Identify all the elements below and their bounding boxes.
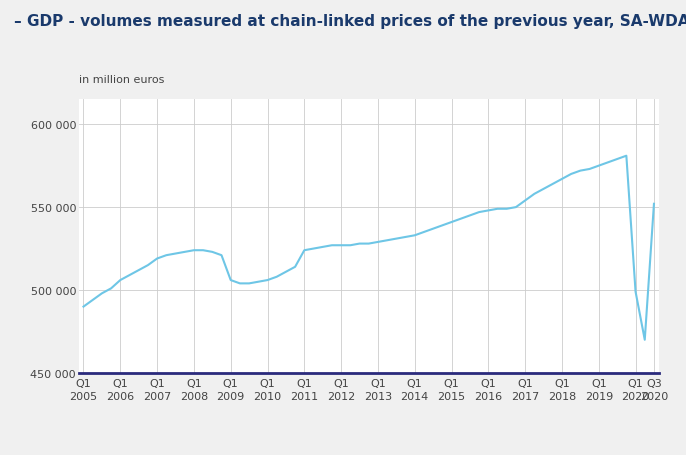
Text: – GDP - volumes measured at chain-linked prices of the previous year, SA-WDA: – GDP - volumes measured at chain-linked…: [14, 14, 686, 29]
Text: in million euros: in million euros: [79, 75, 164, 85]
